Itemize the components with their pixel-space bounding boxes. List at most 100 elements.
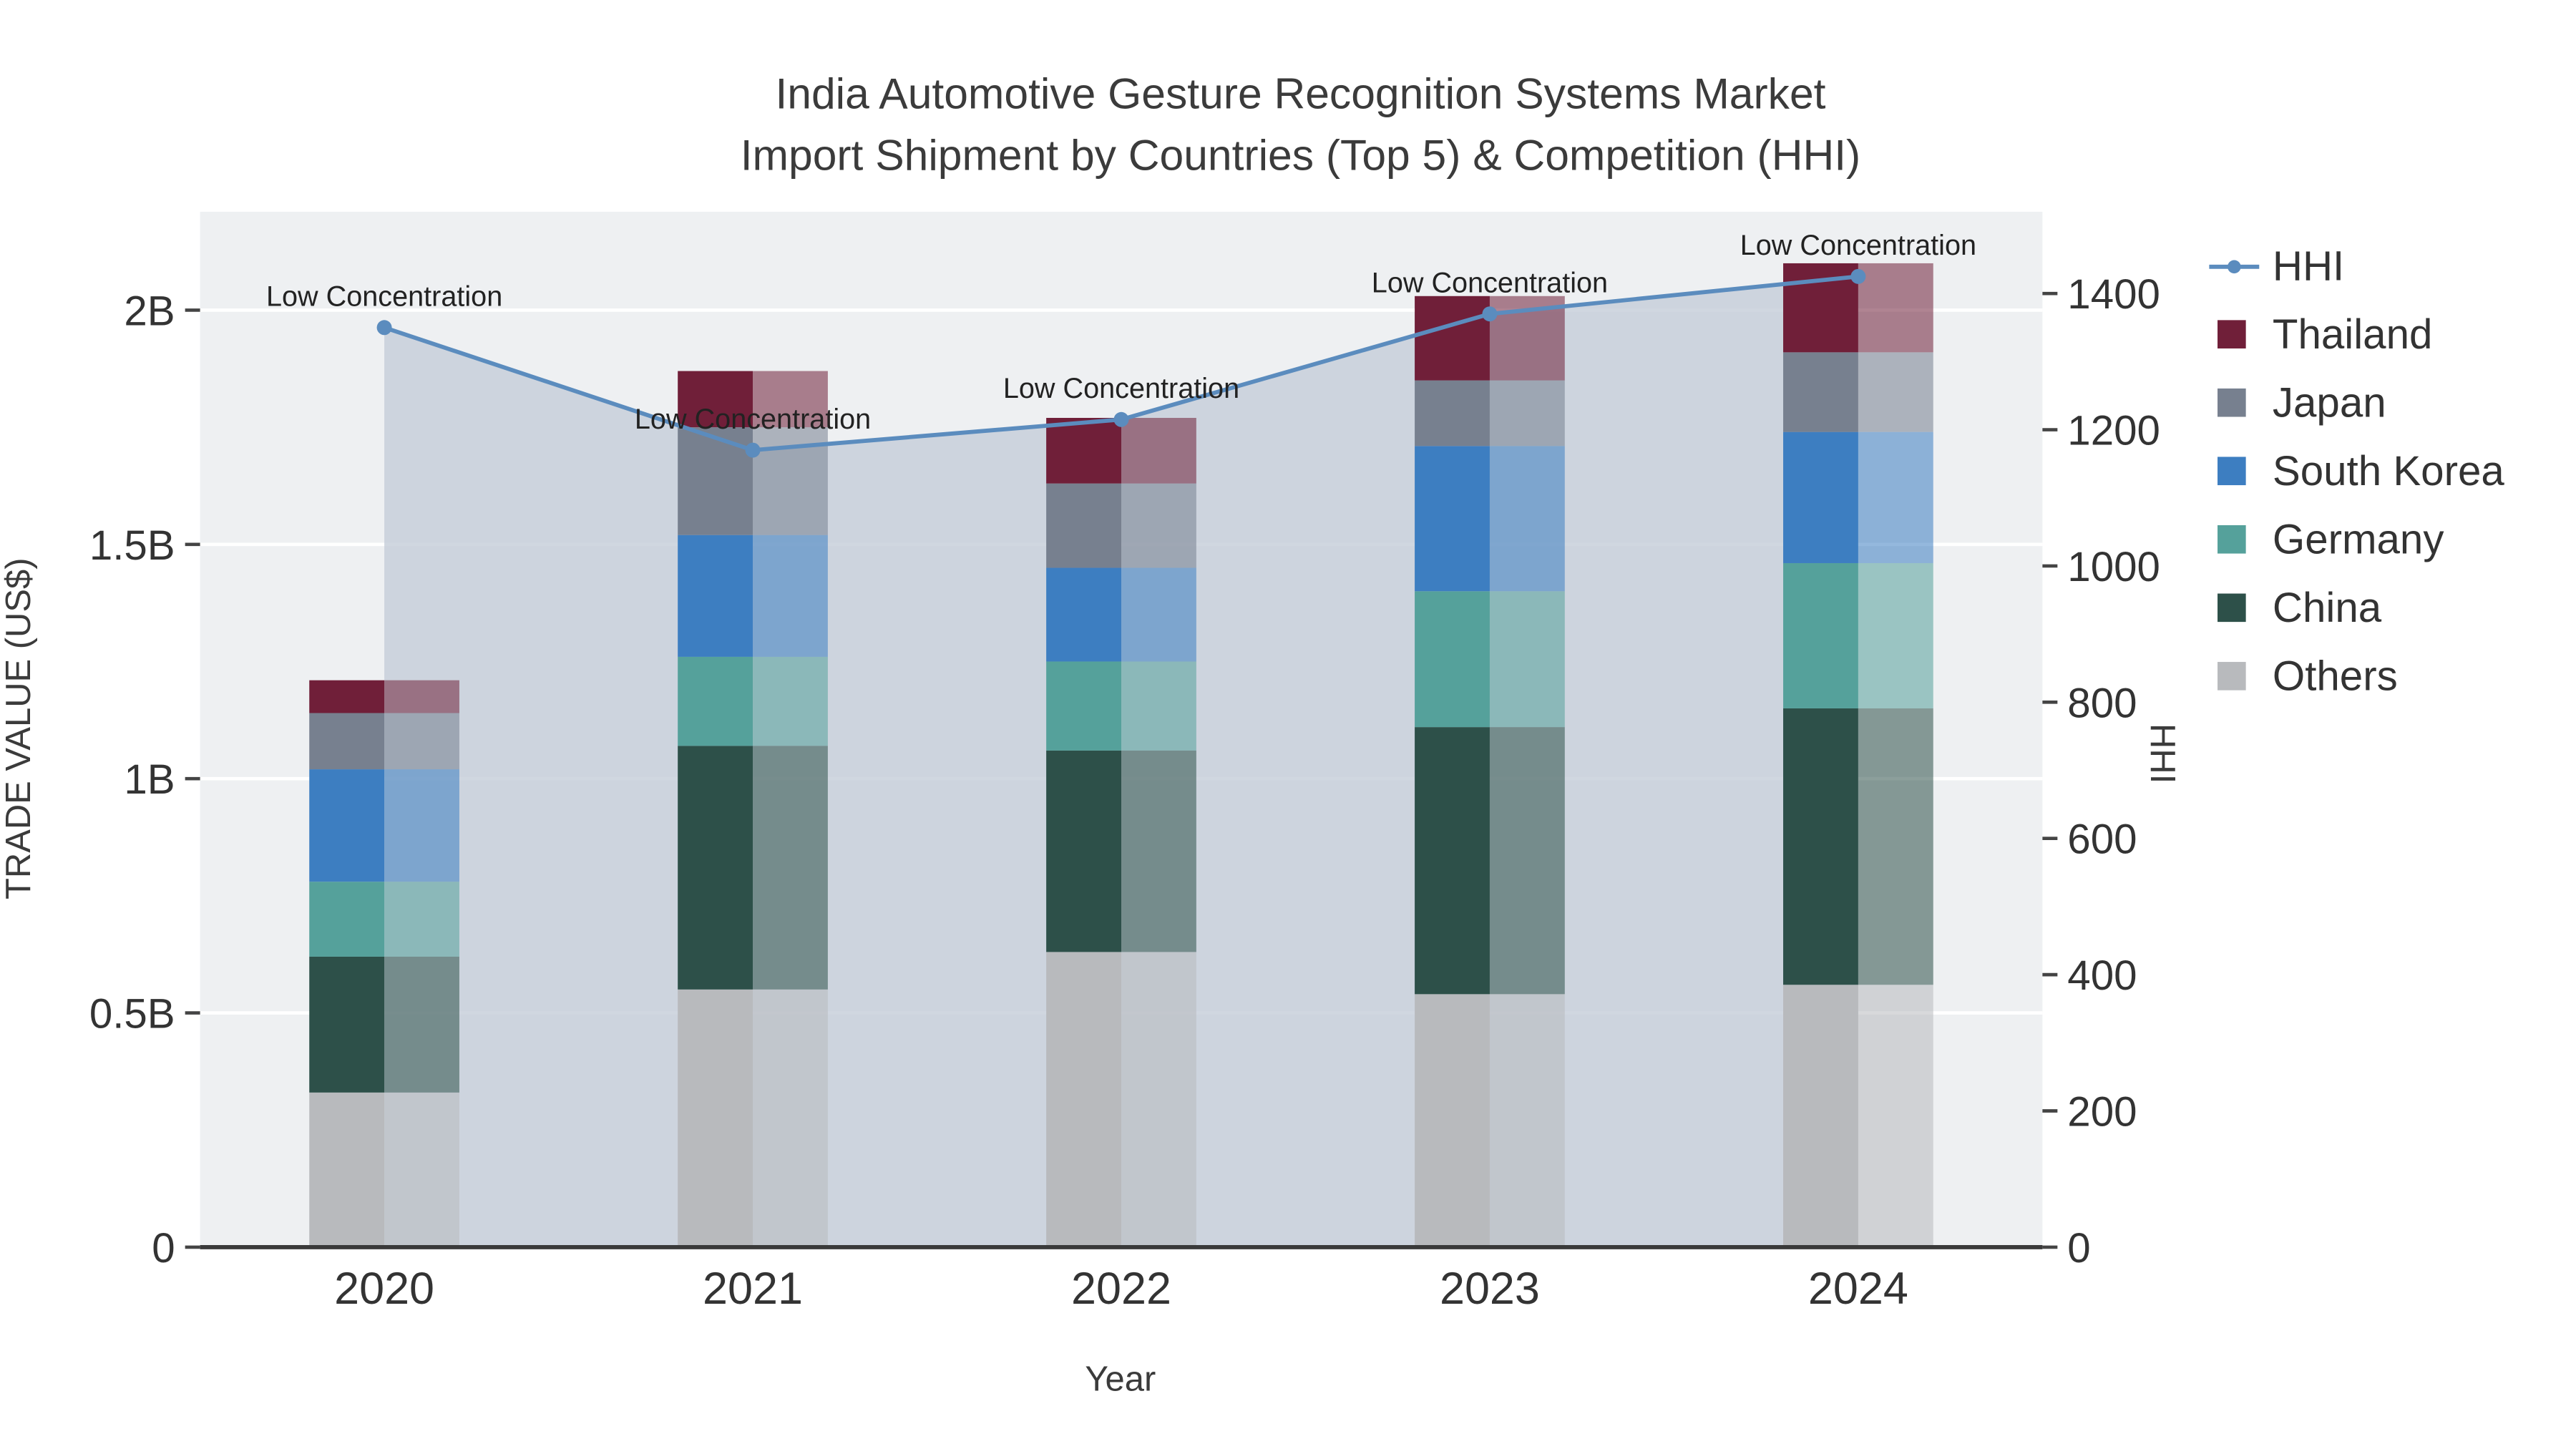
bar-others-2021-faded <box>753 989 828 1247</box>
y-left-tick-label: 0.5B <box>89 991 175 1038</box>
legend: HHI Thailand Japan South Korea Germany China O… <box>2209 243 2504 700</box>
bar-germany-2023 <box>1415 591 1490 728</box>
bar-thailand-2022-faded <box>1121 418 1196 484</box>
legend-label: Others <box>2273 653 2398 700</box>
legend-color-swatch <box>2218 662 2246 691</box>
legend-label: Germany <box>2273 517 2444 563</box>
annotation-low-concentration-2023: Low Concentration <box>1372 267 1608 298</box>
bar-thailand-2022 <box>1046 418 1121 484</box>
bar-japan-2022-faded <box>1121 483 1196 568</box>
bar-japan-2024-faded <box>1858 352 1933 432</box>
annotation-low-concentration-2024: Low Concentration <box>1740 230 1976 261</box>
bar-south-korea-2021 <box>678 535 753 657</box>
bar-thailand-2021 <box>678 371 753 428</box>
hhi-marker-2022 <box>1113 411 1129 427</box>
legend-item-south-korea[interactable]: South Korea <box>2218 448 2504 494</box>
bar-china-2022-faded <box>1121 750 1196 952</box>
bar-china-2020 <box>309 956 385 1093</box>
bar-thailand-2023 <box>1415 296 1490 381</box>
x-tick-label-2024: 2024 <box>1808 1264 1908 1314</box>
bar-others-2022-faded <box>1121 952 1196 1247</box>
bar-germany-2022 <box>1046 661 1121 751</box>
legend-color-swatch <box>2218 457 2246 486</box>
bar-germany-2023-faded <box>1489 591 1565 728</box>
bar-thailand-2024-faded <box>1858 263 1933 353</box>
legend-item-germany[interactable]: Germany <box>2218 517 2444 563</box>
bar-china-2023-faded <box>1489 727 1565 995</box>
y-right-tick-label: 1400 <box>2067 271 2160 318</box>
y-left-tick-label: 0 <box>152 1225 175 1272</box>
chart-title-line2: Import Shipment by Countries (Top 5) & C… <box>741 131 1861 180</box>
legend-color-swatch <box>2218 593 2246 623</box>
x-tick-label-2021: 2021 <box>703 1264 803 1314</box>
legend-color-swatch <box>2218 320 2246 348</box>
bar-south-korea-2024 <box>1783 431 1858 563</box>
y-right-tick-label: 400 <box>2067 952 2137 999</box>
hhi-marker-2023 <box>1482 306 1498 322</box>
chart-title-line1: India Automotive Gesture Recognition Sys… <box>775 69 1825 117</box>
bar-china-2020-faded <box>384 956 459 1093</box>
annotation-low-concentration-2022: Low Concentration <box>1003 373 1239 404</box>
stacked-bars <box>309 263 1933 1247</box>
legend-item-hhi[interactable]: HHI <box>2209 243 2344 289</box>
bar-south-korea-2023-faded <box>1489 446 1565 592</box>
bar-japan-2020 <box>309 713 385 770</box>
legend-item-thailand[interactable]: Thailand <box>2218 311 2432 358</box>
bar-south-korea-2022-faded <box>1121 567 1196 662</box>
y-left-tick-label: 1B <box>124 756 175 803</box>
annotation-low-concentration-2021: Low Concentration <box>635 404 871 435</box>
bar-japan-2024 <box>1783 352 1858 432</box>
bar-germany-2022-faded <box>1121 661 1196 751</box>
y-left-tick-label: 1.5B <box>89 522 175 569</box>
bar-japan-2022 <box>1046 483 1121 568</box>
legend-label: Japan <box>2273 380 2386 426</box>
bar-others-2021 <box>678 989 753 1247</box>
bar-japan-2023 <box>1415 380 1490 447</box>
bar-germany-2024-faded <box>1858 562 1933 708</box>
bar-thailand-2021-faded <box>753 371 828 428</box>
bar-china-2024-faded <box>1858 708 1933 985</box>
bar-japan-2020-faded <box>384 713 459 770</box>
y-right-tick-label: 600 <box>2067 816 2137 863</box>
annotation-low-concentration-2020: Low Concentration <box>266 280 502 312</box>
hhi-marker-2020 <box>376 320 392 336</box>
axes: 0 0.5B 1B 1.5B 2B 0 200 400 600 800 1000 1200 1400 20… <box>89 271 2160 1314</box>
hhi-marker-2021 <box>745 442 761 458</box>
y-right-tick-label: 200 <box>2067 1088 2137 1135</box>
y-right-axis-title: HHI <box>2143 723 2182 784</box>
x-tick-label-2023: 2023 <box>1440 1264 1540 1314</box>
bar-others-2024-faded <box>1858 985 1933 1247</box>
bar-south-korea-2024-faded <box>1858 431 1933 563</box>
bar-others-2023-faded <box>1489 994 1565 1247</box>
legend-label: HHI <box>2273 243 2344 289</box>
bar-germany-2021 <box>678 656 753 746</box>
y-right-tick-label: 800 <box>2067 680 2137 726</box>
bar-china-2023 <box>1415 727 1490 995</box>
bar-others-2020 <box>309 1092 385 1247</box>
legend-item-others[interactable]: Others <box>2218 653 2398 700</box>
annotations: Low Concentration Low Concentration Low Co… <box>266 230 1976 435</box>
legend-item-china[interactable]: China <box>2218 585 2382 631</box>
y-right-tick-label: 0 <box>2067 1225 2090 1272</box>
legend-label: South Korea <box>2273 448 2504 494</box>
y-right-tick-label: 1200 <box>2067 408 2160 454</box>
bar-others-2022 <box>1046 952 1121 1247</box>
bar-germany-2024 <box>1783 562 1858 708</box>
bar-thailand-2020-faded <box>384 680 459 713</box>
bar-china-2021-faded <box>753 746 828 990</box>
bar-china-2022 <box>1046 750 1121 952</box>
bar-south-korea-2020-faded <box>384 769 459 882</box>
bar-south-korea-2022 <box>1046 567 1121 662</box>
hhi-line <box>376 268 1866 458</box>
x-tick-label-2020: 2020 <box>334 1264 434 1314</box>
bar-others-2023 <box>1415 994 1490 1247</box>
bar-japan-2023-faded <box>1489 380 1565 447</box>
y-left-axis-title: TRADE VALUE (US$) <box>0 557 38 899</box>
legend-item-japan[interactable]: Japan <box>2218 380 2386 426</box>
x-tick-label-2022: 2022 <box>1071 1264 1171 1314</box>
bar-south-korea-2023 <box>1415 446 1490 592</box>
y-left-tick-label: 2B <box>124 288 175 334</box>
bar-south-korea-2020 <box>309 769 385 882</box>
